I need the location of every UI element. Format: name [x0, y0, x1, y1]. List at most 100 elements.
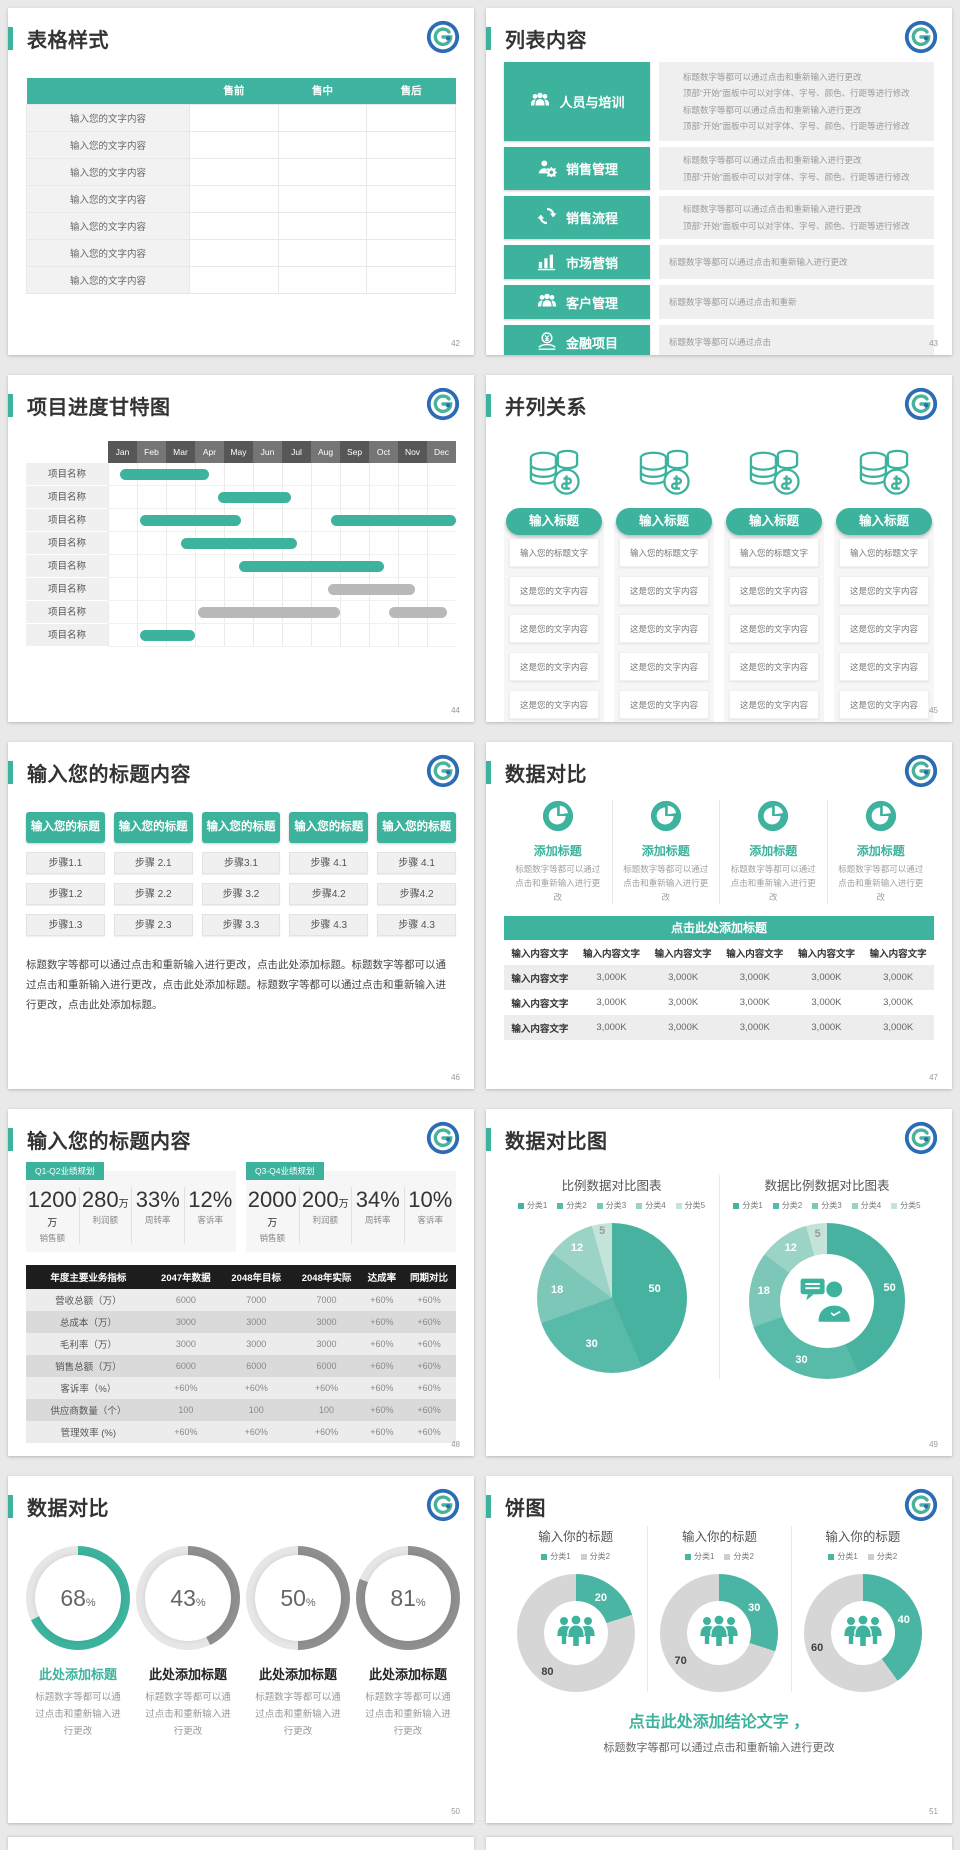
slide-48-kpi-table[interactable]: 输入您的标题内容 Q1-Q2业绩规划 1200万 销售额 280万 利润额 33% 周…	[8, 1109, 474, 1456]
step-item[interactable]: 步骤1.2	[26, 883, 105, 905]
step-item[interactable]: 步骤 4.1	[377, 852, 456, 874]
slide-50-gauges[interactable]: 数据对比 68% 此处添加标题 标题数字等都可以通过点击和重新输入进行更改 43…	[8, 1476, 474, 1823]
conclusion-text[interactable]: 点击此处添加结论文字 ，	[628, 1714, 810, 1731]
text-card[interactable]: 输入您的标题文字	[509, 538, 599, 567]
gauge-heading[interactable]: 此处添加标题	[148, 1667, 227, 1682]
step-item[interactable]: 步骤3.1	[201, 852, 281, 874]
step-item[interactable]: 步骤1.1	[26, 852, 105, 874]
feature-title[interactable]: 添加标题	[641, 844, 690, 858]
slide-42-table-style[interactable]: 表格样式 售前 售中 售后 输入您的文字内容 输入您的文字内容 输入您的文字内容 输入您的文…	[8, 8, 474, 355]
text-card[interactable]: 输入您的标题文字	[619, 538, 709, 567]
step-item[interactable]: 步骤1.3	[26, 914, 105, 936]
column-title-pill[interactable]: 输入标题	[726, 508, 822, 535]
list-item[interactable]: 市场营销 标题数字等都可以通过点击和重新输入进行更改	[504, 245, 934, 279]
text-card[interactable]: 这是您的文字内容	[509, 614, 599, 643]
gantt-bar[interactable]	[331, 515, 456, 526]
gantt-bar[interactable]	[389, 607, 448, 618]
gantt-bar[interactable]	[328, 584, 416, 595]
list-badge-label: 客户管理	[565, 295, 618, 311]
text-card[interactable]: 这是您的文字内容	[729, 614, 819, 643]
gauge-heading[interactable]: 此处添加标题	[258, 1667, 337, 1682]
text-card[interactable]: 这是您的文字内容	[619, 576, 709, 605]
gantt-bar[interactable]	[218, 492, 291, 503]
list-item[interactable]: 金融项目 标题数字等都可以通过点击	[504, 325, 934, 355]
sales-phase-table: 售前 售中 售后 输入您的文字内容 输入您的文字内容 输入您的文字内容 输入您的文字内容 输入…	[25, 78, 456, 294]
slide-44-gantt[interactable]: 项目进度甘特图 Jan Feb Mar Apr May Jun Jul Aug Sep Oct No…	[8, 375, 474, 722]
gauge-heading[interactable]: 此处添加标题	[38, 1667, 117, 1682]
step-column-header[interactable]: 输入您的标题	[113, 812, 193, 843]
text-card[interactable]: 这是您的文字内容	[839, 652, 929, 681]
slide-45-parallel[interactable]: 并列关系 输入标题 输入您的标题文字 这是您的文字内容 这是您的文字内容 这是您…	[486, 375, 952, 722]
feature-title[interactable]: 添加标题	[749, 844, 798, 858]
donut-chart[interactable]: 40 60	[803, 1574, 922, 1692]
gauge-heading[interactable]: 此处添加标题	[368, 1667, 447, 1682]
slide-47-data-compare[interactable]: 数据对比 添加标题 标题数字等都可以通过点击和重新输入进行更改 添加标题 标题数…	[486, 742, 952, 1089]
list-item[interactable]: 人员与培训 标题数字等都可以通过点击和重新输入进行更改 顶部“开始”面板中可以对…	[504, 62, 934, 141]
donut-chart[interactable]: 50 30 18 12 5	[749, 1223, 905, 1379]
slide-43-list-content[interactable]: 列表内容 人员与培训 标题数字等都可以通过点击和重新输入进行更改 顶部“开始”面…	[486, 8, 952, 355]
list-rows: 人员与培训 标题数字等都可以通过点击和重新输入进行更改 顶部“开始”面板中可以对…	[504, 62, 934, 355]
pie-chart[interactable]: 50 30 18 12 5	[536, 1223, 687, 1373]
text-card[interactable]: 这是您的文字内容	[509, 652, 599, 681]
gantt-bar[interactable]	[139, 515, 242, 526]
text-card[interactable]: 输入您的标题文字	[839, 538, 929, 567]
donut-chart[interactable]: 30 70	[660, 1574, 779, 1692]
column-title-pill[interactable]: 输入标题	[506, 508, 602, 535]
step-item[interactable]: 步骤 3.2	[201, 883, 281, 905]
step-item[interactable]: 步骤4.2	[377, 883, 456, 905]
kpi-group-tag[interactable]: Q1-Q2业绩规划	[26, 1162, 104, 1180]
feature-title[interactable]: 添加标题	[533, 844, 582, 858]
step-column-header[interactable]: 输入您的标题	[26, 812, 105, 843]
text-card[interactable]: 这是您的文字内容	[839, 690, 929, 719]
progress-ring[interactable]: 43%	[136, 1546, 240, 1650]
gantt-bar[interactable]	[197, 607, 340, 618]
step-item[interactable]: 步骤 4.1	[289, 852, 369, 874]
step-item[interactable]: 步骤 4.3	[377, 914, 456, 936]
slide-51-pie-charts[interactable]: 饼图 输入你的标题 分类1 分类2 20 80 输入你的标题 分类1 分类2 30 70…	[486, 1476, 952, 1823]
step-item[interactable]: 步骤 2.2	[113, 883, 193, 905]
step-item[interactable]: 步骤 2.1	[113, 852, 193, 874]
text-card[interactable]: 输入您的标题文字	[729, 538, 819, 567]
gantt-bar[interactable]	[139, 630, 195, 641]
text-card[interactable]: 这是您的文字内容	[619, 652, 709, 681]
text-card[interactable]: 这是您的文字内容	[729, 652, 819, 681]
progress-ring[interactable]: 50%	[246, 1546, 350, 1650]
list-item[interactable]: 客户管理 标题数字等都可以通过点击和重新	[504, 285, 934, 319]
step-column-header[interactable]: 输入您的标题	[377, 812, 456, 843]
next-row-slide-edge	[486, 1837, 952, 1850]
gantt-bar[interactable]	[238, 561, 384, 572]
slide-49-compare-charts[interactable]: 数据对比图 比例数据对比图表 分类1 分类2 分类3 分类4 分类5 50 30 18 12 5…	[486, 1109, 952, 1456]
step-item[interactable]: 步骤 4.3	[289, 914, 369, 936]
list-item[interactable]: 销售管理 标题数字等都可以通过点击和重新输入进行更改 顶部“开始”面板中可以对字…	[504, 147, 934, 190]
step-item[interactable]: 步骤 2.3	[113, 914, 193, 936]
text-card[interactable]: 这是您的文字内容	[839, 614, 929, 643]
gantt-bar[interactable]	[180, 538, 297, 549]
text-card[interactable]: 这是您的文字内容	[729, 576, 819, 605]
page-number: 45	[929, 706, 938, 715]
legend-swatch-icon	[580, 1553, 587, 1560]
text-card[interactable]: 这是您的文字内容	[729, 690, 819, 719]
legend-item: 分类2	[867, 1551, 897, 1562]
list-item[interactable]: 销售流程 标题数字等都可以通过点击和重新输入进行更改 顶部“开始”面板中可以对字…	[504, 196, 934, 239]
feature-title[interactable]: 添加标题	[856, 844, 905, 858]
progress-ring[interactable]: 81%	[356, 1546, 460, 1650]
list-text: 标题数字等都可以通过点击和重新输入进行更改 顶部“开始”面板中可以对字体、字号、…	[659, 196, 934, 239]
text-card[interactable]: 这是您的文字内容	[619, 614, 709, 643]
text-card[interactable]: 这是您的文字内容	[619, 690, 709, 719]
step-item[interactable]: 步骤 3.3	[201, 914, 281, 936]
gantt-bar[interactable]	[119, 469, 210, 480]
text-card[interactable]: 这是您的文字内容	[839, 576, 929, 605]
table-title-band[interactable]: 点击此处添加标题	[504, 916, 934, 941]
text-card[interactable]: 这是您的文字内容	[509, 690, 599, 719]
donut-chart[interactable]: 20 80	[516, 1574, 635, 1692]
column-title-pill[interactable]: 输入标题	[836, 508, 932, 535]
step-column-header[interactable]: 输入您的标题	[289, 812, 369, 843]
kpi-group-tag[interactable]: Q3-Q4业绩规划	[246, 1162, 324, 1180]
step-column-header[interactable]: 输入您的标题	[201, 812, 281, 843]
progress-ring[interactable]: 68%	[26, 1546, 130, 1650]
step-item[interactable]: 步骤4.2	[289, 883, 369, 905]
column-title-pill[interactable]: 输入标题	[616, 508, 712, 535]
table-cell: 3,000K	[811, 972, 842, 984]
slide-46-steps[interactable]: 输入您的标题内容 输入您的标题 步骤1.1 步骤1.2 步骤1.3 输入您的标题…	[8, 742, 474, 1089]
text-card[interactable]: 这是您的文字内容	[509, 576, 599, 605]
